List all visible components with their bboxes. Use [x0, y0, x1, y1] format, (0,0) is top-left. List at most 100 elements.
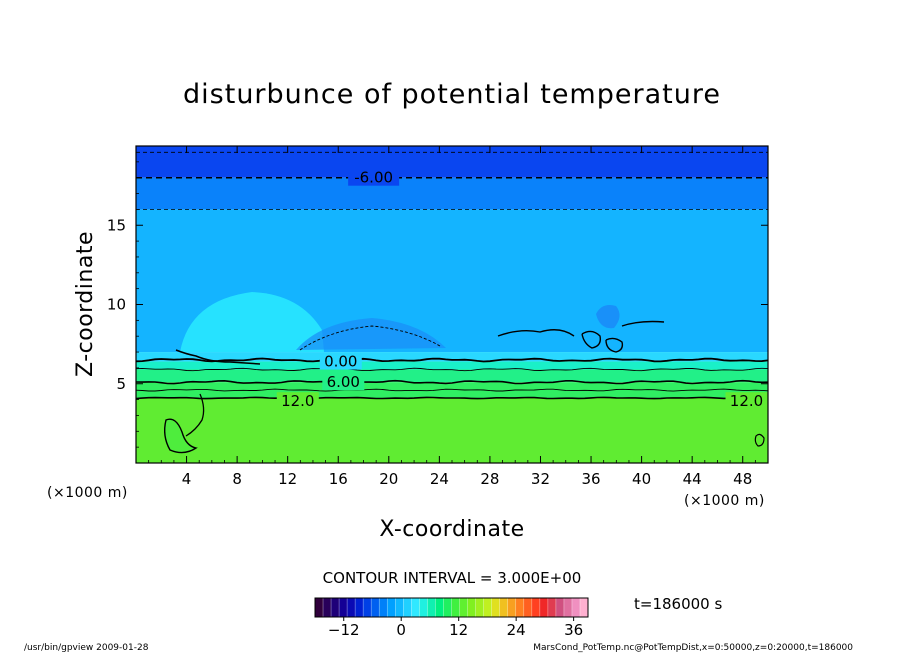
y-tick-label-15: 15 — [107, 216, 126, 234]
colorbar-swatch-29 — [547, 598, 557, 617]
colorbar-swatch-30 — [555, 598, 565, 617]
y-axis-title: Z-coordinate — [73, 231, 98, 377]
contour-label-layer: -6.00 0.00 6.00 12.0 12.0 — [276, 168, 768, 410]
colorbar-swatch-12 — [411, 598, 420, 617]
colorbar-swatch-27 — [531, 598, 541, 617]
contour-label-4: 12.0 — [730, 392, 763, 410]
colorbar-swatch-8 — [379, 598, 388, 617]
colorbar-swatch-16 — [443, 598, 452, 617]
y-tick-label-5: 5 — [116, 375, 126, 393]
x-tick-label-40: 40 — [632, 470, 651, 488]
colorbar-swatch-21 — [483, 598, 493, 617]
colorbar: −12 0 12 24 36 — [314, 597, 589, 639]
contour-line-9 — [136, 388, 768, 392]
band-7 — [136, 398, 768, 463]
band-1 — [136, 177, 768, 210]
contour-left-stem — [185, 393, 205, 437]
contour-layer — [136, 151, 768, 400]
colorbar-swatch-10 — [395, 598, 404, 617]
colorbar-swatch-14 — [427, 598, 436, 617]
chart-title: disturbunce of potential temperature — [183, 79, 721, 110]
colorbar-swatch-3 — [339, 598, 348, 617]
contour-perturbation-cells — [497, 320, 665, 353]
warm-dome-region — [180, 292, 324, 352]
colorbar-swatch-25 — [515, 598, 525, 617]
contour-label-3: 12.0 — [281, 392, 314, 410]
contour-perturbation-left — [175, 349, 261, 365]
x-tick-label-36: 36 — [581, 470, 600, 488]
y-tick-label-10: 10 — [107, 296, 126, 314]
x-tick-label-4: 4 — [182, 470, 192, 488]
contour-label-bg-1 — [319, 352, 362, 370]
colorbar-frame — [314, 597, 589, 618]
band-6 — [136, 382, 768, 399]
contour-lower-left-cell — [163, 418, 198, 454]
colorbar-swatch-13 — [419, 598, 428, 617]
contour-line-3 — [136, 367, 768, 372]
contour-label-0: -6.00 — [354, 169, 393, 187]
x-tick-label-24: 24 — [430, 470, 449, 488]
x-tick-label-44: 44 — [683, 470, 702, 488]
contour-label-bg-2 — [322, 373, 365, 391]
band-5 — [136, 369, 768, 383]
time-label: t=186000 s — [634, 595, 722, 613]
contour-line-6 — [136, 379, 768, 385]
band-0 — [136, 146, 768, 178]
colorbar-swatch-19 — [467, 598, 476, 617]
feature-layer — [163, 292, 765, 454]
contour-label-bg-3 — [276, 392, 319, 410]
colorbar-tick-label-36: 36 — [564, 621, 583, 639]
colorbar-swatch-11 — [403, 598, 412, 617]
x-axis: 4 8 12 16 20 24 28 32 36 40 44 48 — [148, 146, 756, 488]
colorbar-tick-label--12: −12 — [328, 621, 360, 639]
colorbar-swatch-24 — [507, 598, 517, 617]
colorbar-swatch-22 — [491, 598, 501, 617]
colorbar-swatch-5 — [355, 598, 364, 617]
y-unit-label-right: (×1000 m) — [684, 493, 765, 509]
contour-label-bg-4 — [725, 392, 768, 410]
x-tick-label-12: 12 — [278, 470, 297, 488]
band-3 — [136, 352, 768, 362]
colorbar-swatch-32 — [571, 598, 581, 617]
colorbar-swatch-9 — [387, 598, 396, 617]
colorbar-swatch-23 — [499, 598, 509, 617]
colorbar-swatch-7 — [371, 598, 380, 617]
contour-line-0 — [136, 357, 768, 363]
colorbar-swatch-0 — [315, 598, 324, 617]
colorbar-swatch-1 — [323, 598, 332, 617]
contour-right-cell — [754, 433, 765, 447]
band-4 — [136, 361, 768, 370]
colorbar-tick-label-12: 12 — [449, 621, 468, 639]
colorbar-swatch-17 — [451, 598, 460, 617]
x-tick-label-32: 32 — [531, 470, 550, 488]
y-axis: 5 10 15 — [107, 161, 768, 448]
x-tick-label-16: 16 — [329, 470, 348, 488]
contour-interval-text: CONTOUR INTERVAL = 3.000E+00 — [323, 569, 582, 587]
colorbar-swatch-18 — [459, 598, 468, 617]
colorbar-swatch-15 — [435, 598, 444, 617]
cool-patch-region — [296, 318, 446, 350]
colorbar-swatch-31 — [563, 598, 573, 617]
footer-left: /usr/bin/gpview 2009-01-28 — [24, 643, 149, 653]
colorbar-swatch-20 — [475, 598, 485, 617]
contour-label-2: 6.00 — [327, 373, 360, 391]
cool-cell-region — [596, 305, 620, 329]
colorbar-swatch-28 — [539, 598, 549, 617]
colorbar-tick-label-24: 24 — [507, 621, 526, 639]
x-tick-label-48: 48 — [733, 470, 752, 488]
footer-right: MarsCond_PotTemp.nc@PotTempDist,x=0:5000… — [533, 643, 853, 653]
x-axis-title: X-coordinate — [379, 517, 524, 542]
colorbar-swatch-4 — [347, 598, 356, 617]
colorbar-swatch-2 — [331, 598, 340, 617]
x-tick-label-28: 28 — [480, 470, 499, 488]
contour-label-1: 0.00 — [324, 353, 357, 371]
x-unit-label-left: (×1000 m) — [47, 485, 128, 501]
x-tick-label-8: 8 — [232, 470, 242, 488]
colorbar-tick-label-0: 0 — [396, 621, 406, 639]
x-tick-label-20: 20 — [379, 470, 398, 488]
colorbar-swatch-6 — [363, 598, 372, 617]
contour-line-12 — [136, 396, 768, 400]
colorbar-swatch-33 — [579, 598, 589, 617]
